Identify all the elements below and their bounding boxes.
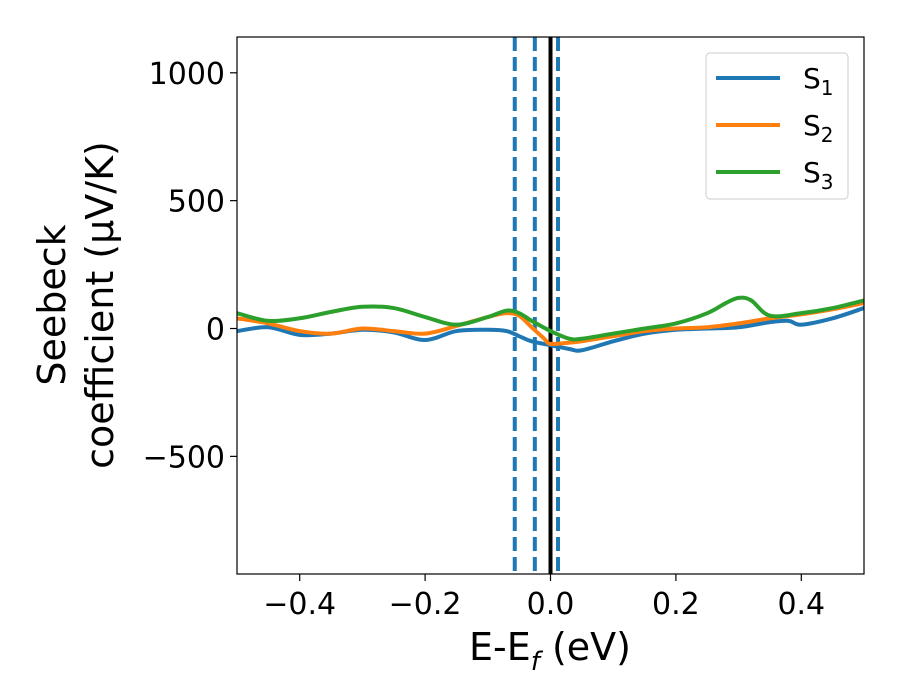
legend-label-s2: S2: [803, 109, 834, 147]
x-axis-title: E-Ef (eV): [469, 625, 631, 677]
y-axis-ticks: −500 0 500 1000: [143, 57, 237, 475]
y-tick-label: 1000: [149, 57, 225, 92]
y-tick-label: −500: [143, 440, 225, 475]
x-tick-label: −0.2: [389, 587, 462, 622]
x-tick-label: −0.4: [263, 587, 336, 622]
x-tick-label: 0.4: [777, 587, 825, 622]
legend-label-s1: S1: [803, 62, 834, 100]
reference-lines: [512, 37, 561, 574]
x-axis-ticks: −0.4 −0.2 0.0 0.2 0.4: [263, 574, 825, 622]
y-axis-title-line2: coefficient (μV/K): [78, 141, 122, 469]
x-tick-label: 0.0: [527, 587, 575, 622]
y-axis-title-line1: Seebeck: [30, 224, 74, 385]
legend: S1 S2 S3: [705, 52, 849, 200]
y-tick-label: 0: [206, 313, 225, 348]
x-tick-label: 0.2: [652, 587, 700, 622]
y-tick-label: 500: [168, 185, 225, 220]
series-line-s3: [237, 295, 864, 342]
legend-label-s3: S3: [803, 156, 834, 194]
series-layer: [237, 295, 864, 353]
series-line-s2: [237, 300, 864, 347]
